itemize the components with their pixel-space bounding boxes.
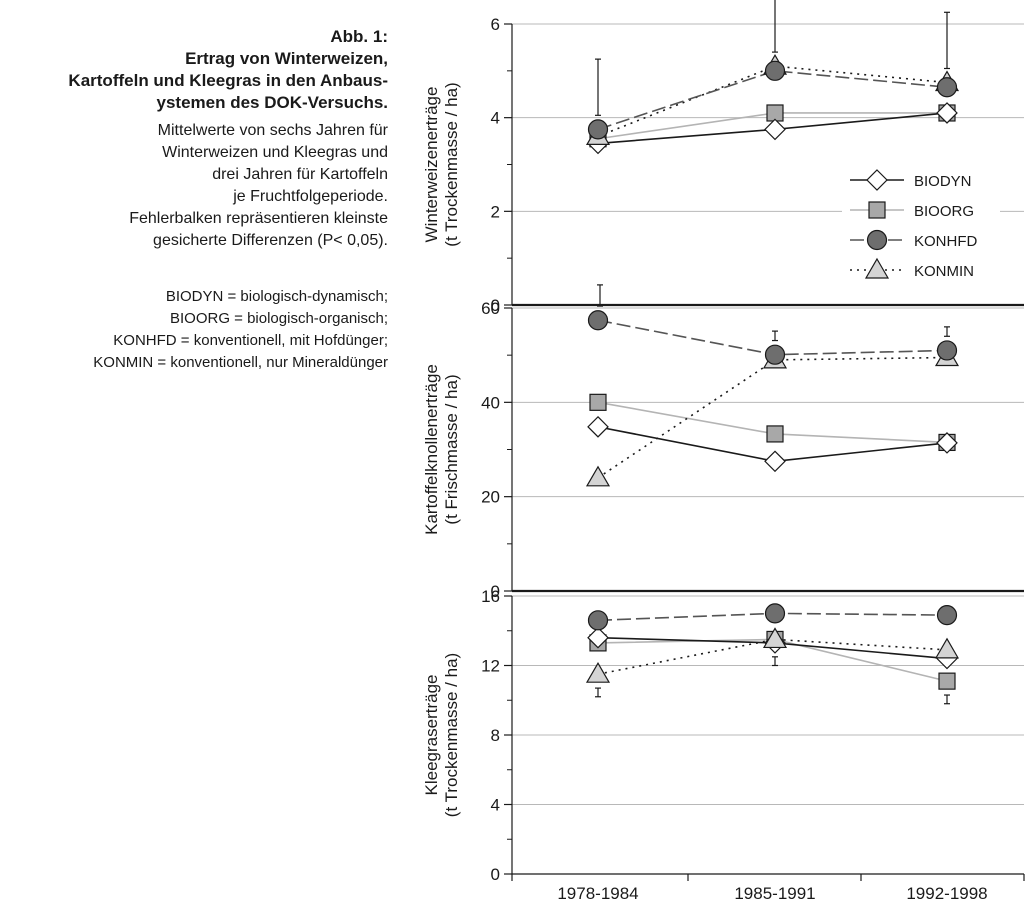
data-point-konhfd (936, 340, 958, 361)
data-point-konhfd (587, 610, 609, 631)
data-point-konmin (934, 637, 960, 659)
lsd-error-bar (597, 284, 603, 307)
y-tick-label: 0 (491, 582, 500, 601)
panel-3: 0 4 8 12 16 Kleegraserträge (t Trockenmasse / … (422, 587, 1024, 884)
caption-body-line: gesicherte Differenzen (P< 0,05). (153, 232, 388, 249)
y-tick-label: 60 (481, 299, 500, 318)
caption-body-line: drei Jahren für Kartoffeln (212, 166, 388, 183)
caption-abbreviations: BIODYN = biologisch-dynamisch; BIOORG = … (0, 286, 388, 374)
lsd-error-bar (944, 694, 950, 705)
caption-body-line: Mittelwerte von sechs Jahren für (157, 122, 388, 139)
series-line-konmin (597, 356, 948, 479)
y-axis-subtitle: (t Trockenmasse / ha) (442, 653, 461, 817)
figure-caption: Abb. 1: Ertrag von Winterweizen, Kartoff… (0, 26, 388, 374)
y-tick-label: 0 (491, 296, 500, 315)
series-line-konhfd (597, 70, 948, 131)
data-point-konhfd (587, 310, 609, 331)
series-line-konmin (597, 638, 948, 675)
data-point-konhfd (936, 77, 958, 98)
data-point-biodyn (764, 118, 786, 141)
y-tick-label: 16 (481, 587, 500, 606)
x-tick-label: 1978-1984 (557, 884, 638, 903)
y-axis-title: Kartoffelknollenerträge (422, 364, 441, 535)
caption-heading-line: Kartoffeln und Kleegras in den Anbaus- (68, 71, 388, 90)
caption-heading-line: Ertrag von Winterweizen, (185, 49, 388, 68)
legend: BIODYN BIOORG KONHFD KONMIN (842, 166, 1000, 290)
abbreviation-line: BIODYN = biologisch-dynamisch; (165, 288, 388, 305)
data-point-bioorg (589, 393, 607, 411)
abbreviation-line: KONHFD = konventionell, mit Hofdünger; (113, 332, 388, 349)
y-tick-label: 8 (491, 726, 500, 745)
legend-background (842, 166, 1000, 290)
lsd-error-bar (944, 11, 950, 70)
panel-2: 0 20 40 60 Kartoffelknollenerträge (t Frischm… (422, 284, 1024, 601)
y-tick-label: 6 (491, 15, 500, 34)
caption-heading-line: ystemen des DOK-Versuchs. (156, 93, 388, 112)
y-axis-subtitle: (t Trockenmasse / ha) (442, 82, 461, 246)
data-point-konmin (585, 661, 611, 683)
data-point-biodyn (587, 416, 609, 438)
y-tick-label: 0 (491, 865, 500, 884)
data-point-biodyn (764, 450, 786, 473)
y-axis-title: Kleegraserträge (422, 675, 441, 796)
lsd-error-bar (772, 330, 778, 342)
data-point-biodyn (587, 626, 609, 649)
caption-body-line: Winterweizen und Kleegras und (162, 144, 388, 161)
data-point-konhfd (764, 60, 786, 81)
caption-description: Mittelwerte von sechs Jahren für Winterw… (0, 120, 388, 252)
caption-body-line: je Fruchtfolgeperiode. (233, 188, 388, 205)
lsd-error-bar (595, 687, 601, 698)
y-tick-label: 2 (491, 202, 500, 221)
data-point-konhfd (587, 119, 609, 140)
legend-label-bioorg: BIOORG (914, 203, 974, 220)
caption-heading: Abb. 1: Ertrag von Winterweizen, Kartoff… (0, 26, 388, 114)
legend-marker-konhfd (866, 229, 888, 251)
abbreviation-line: KONMIN = konventionell, nur Mineraldünge… (93, 354, 388, 371)
data-point-konhfd (764, 603, 786, 624)
data-point-konmin (585, 465, 611, 487)
legend-label-biodyn: BIODYN (914, 173, 972, 190)
data-point-bioorg (938, 672, 956, 690)
legend-marker-biodyn (866, 169, 888, 191)
lsd-error-bar (772, 0, 778, 53)
y-tick-label: 40 (481, 393, 500, 412)
x-tick-label: 1985-1991 (734, 884, 815, 903)
y-tick-label: 4 (491, 796, 500, 815)
panel-1: 0 2 4 6 Winterweizenerträge (t Trockenmasse /… (422, 0, 1024, 315)
data-point-biodyn (936, 432, 958, 454)
caption-body-line: Fehlerbalken repräsentieren kleinste (129, 210, 388, 227)
y-tick-label: 20 (481, 488, 500, 507)
y-tick-label: 4 (491, 109, 500, 128)
y-axis-title: Winterweizenerträge (422, 87, 441, 243)
legend-label-konhfd: KONHFD (914, 233, 978, 250)
legend-marker-konmin (864, 257, 890, 279)
x-tick-label: 1992-1998 (906, 884, 987, 903)
abbreviation-line: BIOORG = biologisch-organisch; (169, 310, 388, 327)
data-point-bioorg (766, 425, 784, 443)
data-point-konhfd (936, 605, 958, 626)
caption-figure-number: Abb. 1: (330, 27, 388, 46)
legend-marker-bioorg (868, 201, 886, 219)
data-point-konhfd (764, 344, 786, 365)
lsd-error-bar (944, 326, 950, 337)
data-point-konmin (762, 627, 788, 649)
lsd-error-bar (772, 656, 778, 667)
data-point-biodyn (936, 102, 958, 124)
y-tick-label: 12 (481, 657, 500, 676)
lsd-error-bar (595, 58, 601, 116)
y-axis-subtitle: (t Frischmasse / ha) (442, 374, 461, 524)
legend-label-konmin: KONMIN (914, 263, 974, 280)
